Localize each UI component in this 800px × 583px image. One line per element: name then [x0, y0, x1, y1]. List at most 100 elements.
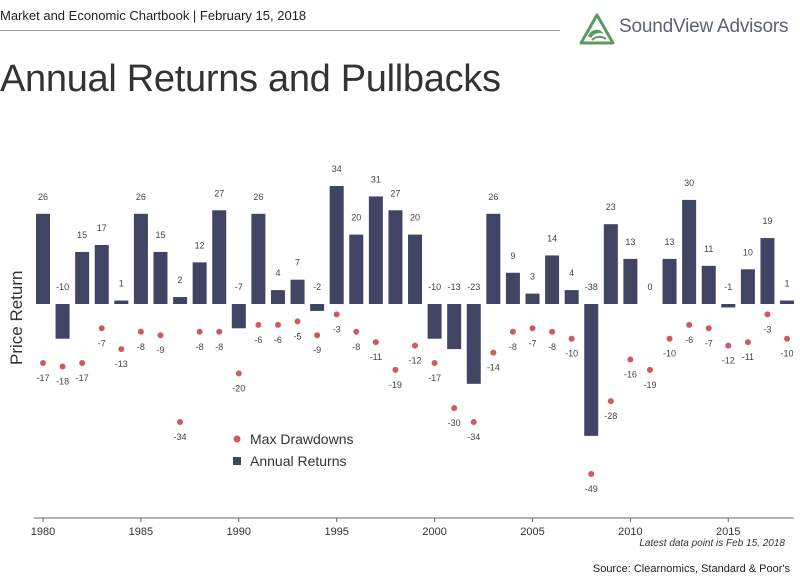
return-label: -10 — [428, 282, 441, 292]
return-bar — [94, 245, 109, 304]
drawdown-label: -34 — [174, 432, 187, 442]
drawdown-label: -8 — [352, 342, 360, 352]
return-bar — [760, 238, 775, 304]
drawdown-label: -10 — [565, 349, 578, 359]
drawdown-point — [274, 321, 281, 328]
return-bar — [408, 234, 423, 304]
drawdown-label: -6 — [274, 335, 282, 345]
annual-returns-chart: 26-1015171261521227-72647-23420312720-10… — [31, 164, 795, 538]
return-bar — [486, 213, 501, 304]
x-tick-label: 1990 — [227, 526, 251, 538]
x-tick-label: 1985 — [129, 526, 153, 538]
drawdown-point — [196, 328, 203, 335]
return-label: -38 — [585, 282, 598, 292]
drawdown-point — [98, 325, 105, 332]
drawdown-label: -8 — [215, 342, 223, 352]
drawdown-label: -19 — [389, 380, 402, 390]
drawdown-label: -16 — [624, 370, 637, 380]
legend-drawdown-marker — [233, 435, 241, 443]
return-label: -23 — [467, 282, 480, 292]
drawdown-label: -10 — [663, 349, 676, 359]
drawdown-label: -28 — [604, 411, 617, 421]
drawdown-point — [509, 328, 516, 335]
drawdown-label: -30 — [448, 418, 461, 428]
return-bar — [173, 297, 188, 304]
drawdown-label: -7 — [528, 338, 536, 348]
return-bar — [55, 304, 70, 339]
drawdown-point — [646, 366, 653, 373]
return-bar — [701, 265, 716, 304]
legend-drawdown-label: Max Drawdowns — [250, 431, 353, 447]
drawdown-point — [177, 418, 184, 425]
drawdown-label: -3 — [763, 324, 771, 334]
return-bar — [349, 234, 364, 304]
drawdown-point — [137, 328, 144, 335]
source-note: Source: Clearnomics, Standard & Poor's — [592, 563, 790, 575]
return-label: 30 — [684, 178, 694, 188]
return-label: -2 — [313, 282, 321, 292]
x-tick-label: 2000 — [422, 526, 446, 538]
return-label: 0 — [647, 282, 652, 292]
drawdown-point — [490, 349, 497, 356]
latest-data-note: Latest data point is Feb 15, 2018 — [639, 538, 785, 549]
drawdown-label: -3 — [333, 324, 341, 334]
drawdown-label: -17 — [76, 373, 89, 383]
return-label: 27 — [390, 188, 400, 198]
drawdown-point — [353, 328, 360, 335]
return-label: 26 — [136, 192, 146, 202]
return-label: 26 — [253, 192, 263, 202]
return-bar — [780, 300, 795, 304]
return-bar — [114, 300, 129, 304]
return-label: 26 — [38, 192, 48, 202]
return-bar — [682, 199, 697, 304]
return-label: -13 — [448, 282, 461, 292]
drawdown-label: -12 — [409, 356, 422, 366]
header-divider — [0, 30, 560, 31]
drawdown-label: -6 — [685, 335, 693, 345]
return-label: 10 — [743, 247, 753, 257]
drawdown-point — [412, 342, 419, 349]
return-label: 1 — [785, 279, 790, 289]
x-tick-label: 2010 — [618, 526, 642, 538]
return-label: 23 — [606, 202, 616, 212]
drawdown-point — [607, 398, 614, 405]
return-bar — [270, 290, 285, 304]
drawdown-point — [157, 332, 164, 339]
drawdown-label: -10 — [781, 349, 794, 359]
return-label: 11 — [704, 244, 713, 254]
drawdown-point — [470, 418, 477, 425]
return-bar — [290, 279, 305, 304]
return-label: 3 — [530, 272, 535, 282]
drawdown-label: -8 — [137, 342, 145, 352]
drawdown-label: -9 — [313, 345, 321, 355]
return-label: 31 — [371, 174, 381, 184]
return-label: -7 — [235, 282, 243, 292]
return-bar — [153, 251, 168, 304]
drawdown-point — [40, 359, 46, 366]
drawdown-point — [588, 471, 595, 478]
drawdown-point — [725, 342, 732, 349]
return-bar — [564, 290, 579, 304]
drawdown-label: -14 — [487, 363, 500, 373]
return-bar — [584, 304, 599, 436]
drawdown-point — [784, 335, 791, 342]
drawdown-point — [764, 311, 771, 318]
return-bar — [212, 210, 227, 304]
return-label: 27 — [214, 188, 224, 198]
drawdown-point — [255, 321, 262, 328]
drawdown-label: -5 — [294, 331, 302, 341]
drawdown-point — [549, 328, 556, 335]
drawdown-point — [451, 405, 458, 412]
drawdown-point — [666, 335, 673, 342]
return-label: 12 — [195, 240, 205, 250]
return-label: 15 — [77, 230, 87, 240]
return-label: 13 — [665, 237, 675, 247]
return-label: 14 — [547, 233, 557, 243]
drawdown-label: -8 — [196, 342, 204, 352]
drawdown-point — [568, 335, 575, 342]
company-logo: SoundView Advisors — [578, 10, 800, 54]
return-bar — [329, 186, 344, 304]
drawdown-label: -11 — [742, 352, 754, 362]
drawdown-point — [333, 311, 340, 318]
return-label: 34 — [332, 164, 342, 174]
